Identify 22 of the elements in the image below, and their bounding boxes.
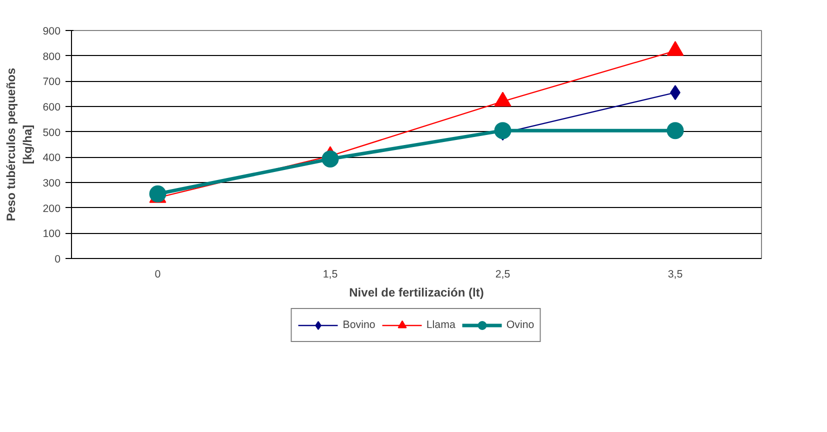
legend-label: Bovino xyxy=(342,318,376,330)
y-tick-label: 400 xyxy=(42,152,61,164)
y-tick-label: 0 xyxy=(54,254,61,266)
x-tick-label: 3,5 xyxy=(668,268,683,280)
y-tick-label: 500 xyxy=(42,126,61,139)
y-tick-label: 900 xyxy=(42,26,61,38)
y-axis-title: Peso tubérculos pequeños [kg/ha] xyxy=(4,67,35,222)
x-tick-label: 2,5 xyxy=(495,268,510,280)
y-tick-label: 100 xyxy=(42,228,61,240)
y-tick-label: 600 xyxy=(42,102,61,114)
x-axis-title: Nivel de fertilización (lt) xyxy=(349,286,484,300)
point xyxy=(322,150,339,168)
point xyxy=(666,122,684,140)
y-tick-label: 200 xyxy=(42,202,61,215)
y-tick-label: 800 xyxy=(42,50,61,63)
legend-label: Ovino xyxy=(506,318,534,330)
x-tick-label: 1,5 xyxy=(322,268,338,280)
y-tick-label: 300 xyxy=(42,178,61,190)
x-tick-label: 0 xyxy=(154,268,161,280)
y-tick-label: 700 xyxy=(42,76,61,88)
point xyxy=(494,122,512,140)
legend-label: Llama xyxy=(426,318,456,330)
